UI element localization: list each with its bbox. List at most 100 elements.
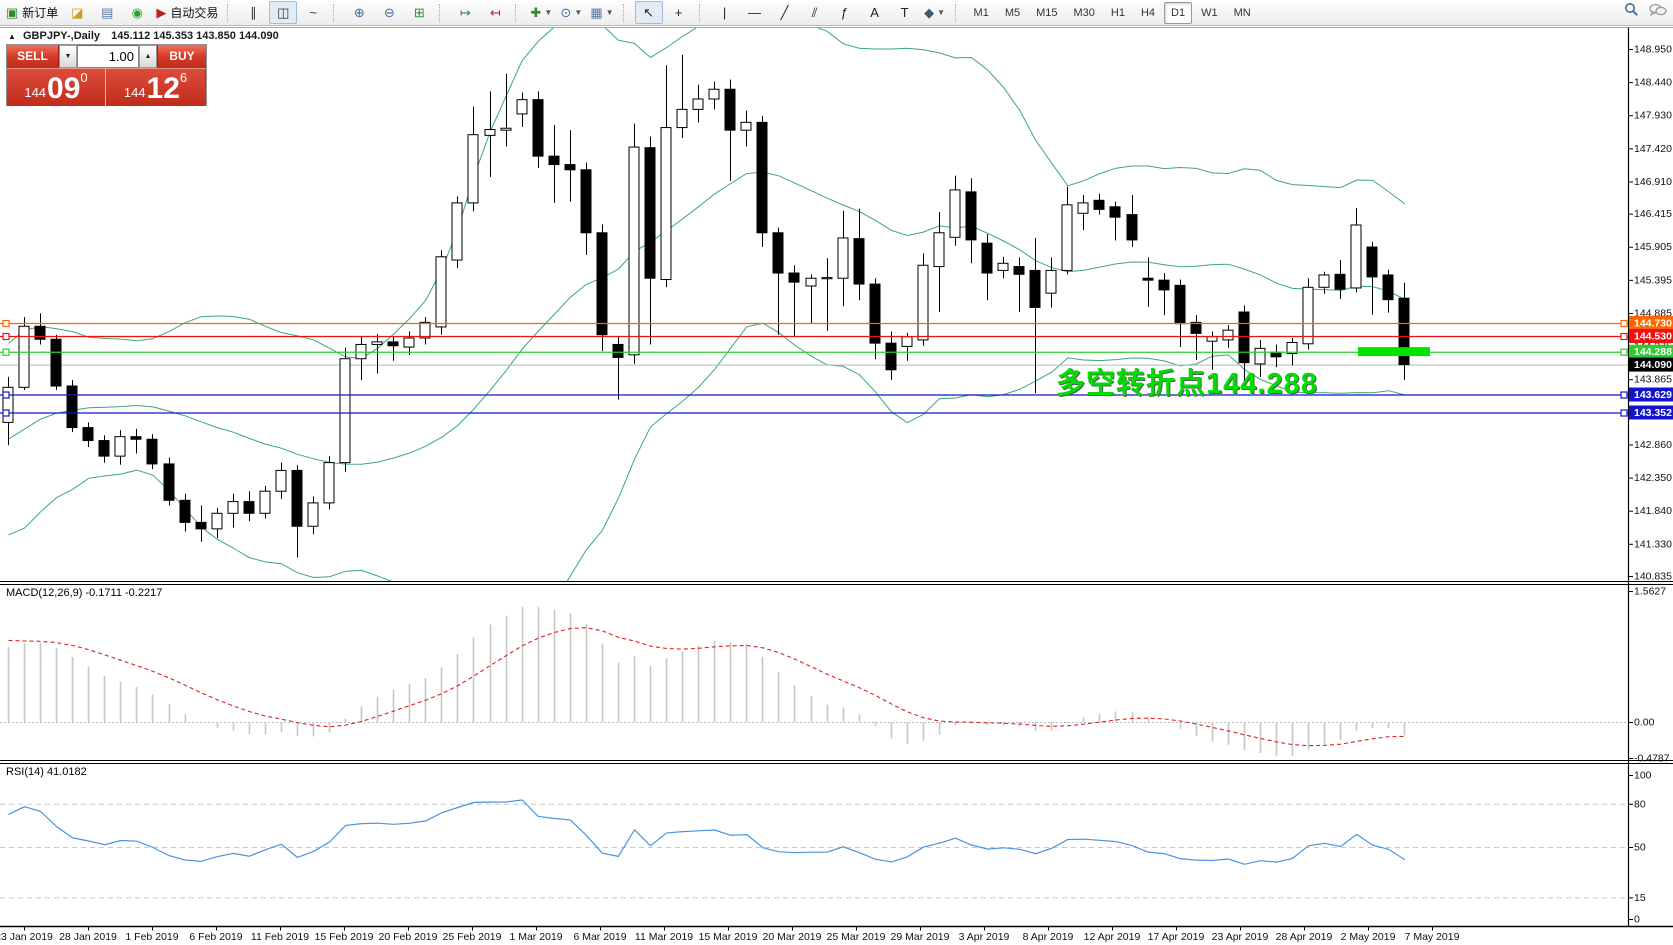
x-axis-label: 6 Feb 2019 — [189, 931, 242, 943]
line-handle[interactable] — [1620, 348, 1628, 356]
volume-input[interactable] — [77, 45, 139, 68]
candle-bearish — [130, 436, 142, 440]
line-handle[interactable] — [2, 348, 10, 356]
symbol-label: ▲ GBPJPY-,Daily 145.112 145.353 143.850 … — [8, 30, 279, 42]
candle-bullish — [628, 146, 640, 356]
rsi-axis-label: 15 — [1634, 892, 1646, 904]
fibonacci-icon: ƒ — [840, 5, 849, 20]
zoom-in-icon: ⊕ — [353, 4, 365, 20]
vertical-line-icon[interactable]: | — [711, 1, 739, 24]
templates-icon[interactable]: ▦ ▼ — [587, 1, 616, 24]
buy-price-point: 6 — [179, 70, 188, 85]
periods-icon[interactable]: ⊙ ▼ — [557, 1, 585, 24]
line-handle[interactable] — [2, 319, 10, 328]
candle-bullish — [435, 256, 447, 328]
trendline-icon[interactable]: ╱ — [771, 1, 799, 24]
volume-increase-button[interactable]: ▲ — [139, 45, 157, 68]
candle-bearish — [532, 99, 544, 157]
line-chart-icon[interactable]: ~ — [299, 1, 327, 24]
tf-button-D1[interactable]: D1 — [1164, 1, 1193, 24]
candle-bearish — [1366, 246, 1378, 278]
cursor-icon[interactable]: ↖ — [634, 1, 663, 24]
buy-button[interactable]: BUY — [157, 45, 206, 68]
zoom-in-icon[interactable]: ⊕ — [345, 1, 373, 24]
arrows-icon[interactable]: ◆ ▼ — [921, 1, 949, 24]
tf-button-H1[interactable]: H1 — [1110, 6, 1125, 19]
candle-bullish — [901, 336, 913, 347]
candle-bullish — [837, 237, 849, 279]
profile-icon[interactable]: ▤ — [93, 1, 121, 24]
line-handle[interactable] — [2, 409, 10, 417]
crosshair-icon[interactable]: + — [665, 1, 693, 24]
chart-shift-icon[interactable]: ↤ — [481, 1, 509, 24]
candle-bearish — [1270, 351, 1282, 358]
new-order-icon: ▣ — [6, 4, 19, 20]
chat-icon[interactable] — [1649, 3, 1667, 17]
candle-bullish — [1061, 204, 1073, 271]
candle-bearish — [1126, 214, 1138, 241]
arrows-icon: ◆ — [924, 4, 935, 20]
tf-button-M1[interactable]: M1 — [973, 6, 989, 19]
candle-bullish — [2, 386, 14, 423]
chart-text-annotation[interactable]: 多空转折点144.288 — [1056, 368, 1318, 400]
line-handle[interactable] — [2, 332, 10, 341]
tf-button-W1[interactable]: W1 — [1201, 6, 1218, 19]
tile-windows-icon[interactable]: ⊞ — [405, 1, 433, 24]
search-icon[interactable] — [1624, 2, 1639, 17]
dropdown-caret-icon: ▼ — [544, 8, 553, 17]
highlight-segment[interactable] — [1358, 347, 1430, 357]
charts-window-icon[interactable]: ◪ — [63, 1, 91, 24]
auto-scroll-icon: ↦ — [459, 4, 471, 20]
price-badge-label: 144.090 — [1634, 359, 1672, 371]
candle-bullish — [692, 98, 704, 110]
tf-button-MN[interactable]: MN — [1233, 6, 1251, 19]
candle-bullish — [740, 121, 752, 131]
candlestick-chart-icon: ◫ — [277, 4, 290, 20]
toolbar-separator — [227, 3, 235, 22]
price-badge — [1629, 405, 1673, 420]
horizontal-line-icon[interactable]: — — [741, 1, 769, 24]
fibonacci-icon[interactable]: ƒ — [831, 1, 859, 24]
volume-decrease-button[interactable]: ▼ — [59, 45, 77, 68]
line-handle[interactable] — [1620, 391, 1628, 399]
y-axis-label: 147.930 — [1634, 110, 1672, 122]
tf-button-M5[interactable]: M5 — [1004, 6, 1021, 19]
sell-button[interactable]: SELL — [7, 45, 59, 68]
line-handle[interactable] — [1620, 409, 1628, 417]
candle-bearish — [965, 191, 977, 241]
zoom-out-icon[interactable]: ⊖ — [375, 1, 403, 24]
cursor-icon: ↖ — [643, 4, 654, 20]
x-axis-label: 8 Apr 2019 — [1023, 931, 1074, 943]
autotrading-icon[interactable]: ▶ 自动交易 — [153, 1, 221, 24]
new-order-icon[interactable]: ▣ 新订单 — [3, 1, 61, 24]
line-handle[interactable] — [2, 391, 10, 399]
indicators-icon[interactable]: ✚ ▼ — [527, 1, 555, 24]
tf-button-M15[interactable]: M15 — [1036, 6, 1058, 19]
candlestick-chart-icon[interactable]: ◫ — [269, 1, 298, 24]
candle-bearish — [1013, 266, 1025, 275]
sell-price[interactable]: 144 09 0 — [7, 69, 106, 106]
signal-icon[interactable]: ◉ — [123, 1, 151, 24]
bollinger-upper-band — [8, 28, 1406, 359]
text-label-icon[interactable]: T — [891, 1, 919, 24]
line-handle[interactable] — [1620, 332, 1628, 341]
candle-bullish — [1045, 269, 1057, 294]
symbol-marker-icon: ▲ — [8, 32, 16, 41]
bollinger-middle-band — [8, 171, 1406, 465]
candle-bearish — [66, 385, 78, 429]
channel-icon[interactable]: ⫽ — [801, 1, 829, 24]
text-icon[interactable]: A — [861, 1, 889, 24]
buy-price-prefix: 144 — [123, 85, 146, 100]
x-axis-label: 6 Mar 2019 — [573, 931, 626, 943]
auto-scroll-icon[interactable]: ↦ — [451, 1, 479, 24]
horizontal-line-icon: — — [748, 5, 762, 20]
y-axis-label: 143.865 — [1634, 374, 1672, 386]
candle-bearish — [1158, 279, 1170, 291]
line-handle[interactable] — [1620, 319, 1628, 328]
bar-chart-icon[interactable]: ∥ — [239, 1, 267, 24]
candle-bullish — [1206, 336, 1218, 342]
buy-price[interactable]: 144 12 6 — [106, 69, 205, 106]
tf-button-M30[interactable]: M30 — [1073, 6, 1095, 19]
candle-bearish — [179, 499, 191, 523]
tf-button-H4[interactable]: H4 — [1140, 6, 1156, 19]
